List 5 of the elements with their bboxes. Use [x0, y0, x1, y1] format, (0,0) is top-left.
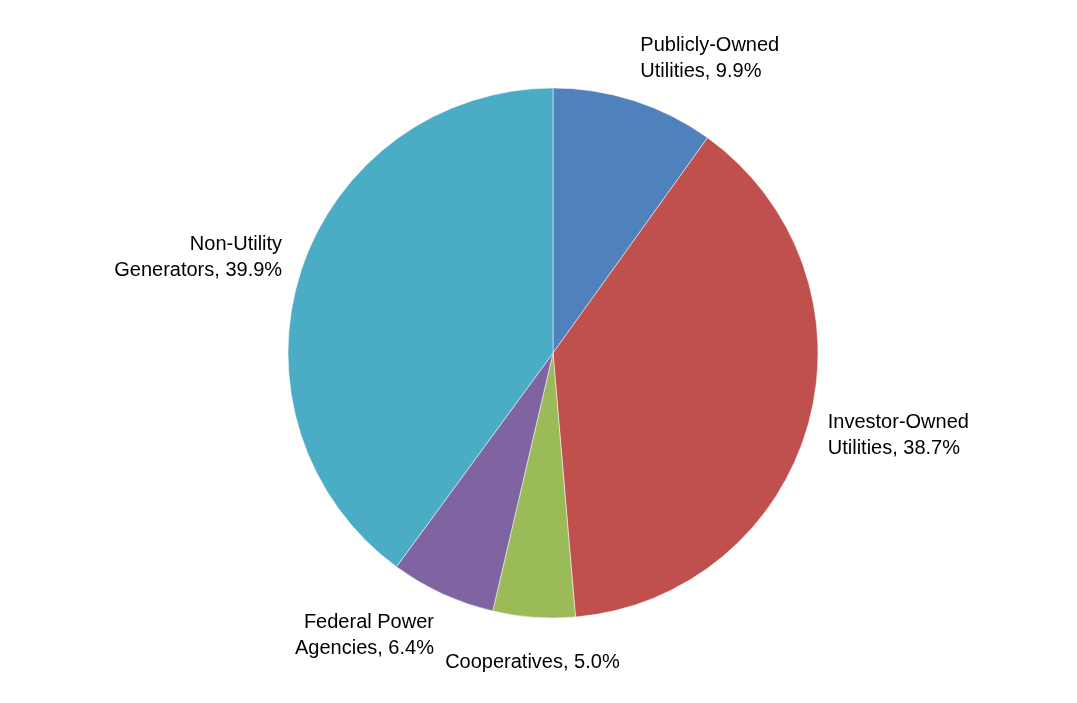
slice-label: Cooperatives, 5.0% — [445, 650, 620, 673]
slice-label: Non-Utility Generators, 39.9% — [114, 231, 283, 280]
slice-label: Federal Power Agencies, 6.4% — [294, 609, 435, 658]
slice-label: Publicly-Owned Utilities, 9.9% — [640, 32, 780, 81]
slice-label: Investor-Owned Utilities, 38.7% — [827, 410, 969, 459]
